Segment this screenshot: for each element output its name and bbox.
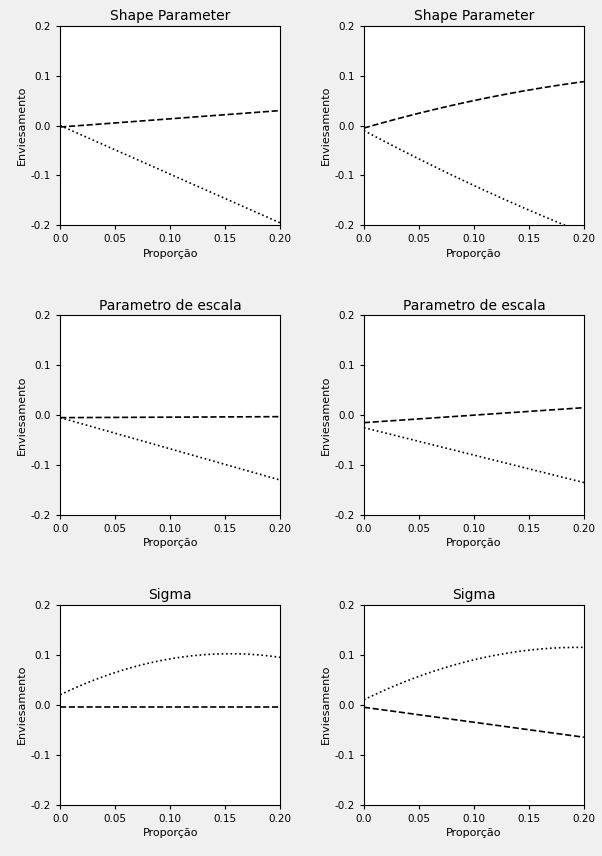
Y-axis label: Enviesamento: Enviesamento [17,665,26,745]
X-axis label: Proporção: Proporção [446,538,501,548]
X-axis label: Proporção: Proporção [446,248,501,259]
Y-axis label: Enviesamento: Enviesamento [17,86,26,165]
Title: Shape Parameter: Shape Parameter [110,9,231,23]
Title: Parametro de escala: Parametro de escala [99,299,241,312]
Y-axis label: Enviesamento: Enviesamento [320,376,330,455]
Y-axis label: Enviesamento: Enviesamento [320,86,330,165]
Title: Parametro de escala: Parametro de escala [403,299,545,312]
X-axis label: Proporção: Proporção [143,248,198,259]
Y-axis label: Enviesamento: Enviesamento [320,665,330,745]
X-axis label: Proporção: Proporção [143,828,198,838]
Title: Sigma: Sigma [452,588,495,603]
X-axis label: Proporção: Proporção [446,828,501,838]
Title: Shape Parameter: Shape Parameter [414,9,534,23]
X-axis label: Proporção: Proporção [143,538,198,548]
Y-axis label: Enviesamento: Enviesamento [17,376,26,455]
Title: Sigma: Sigma [149,588,192,603]
